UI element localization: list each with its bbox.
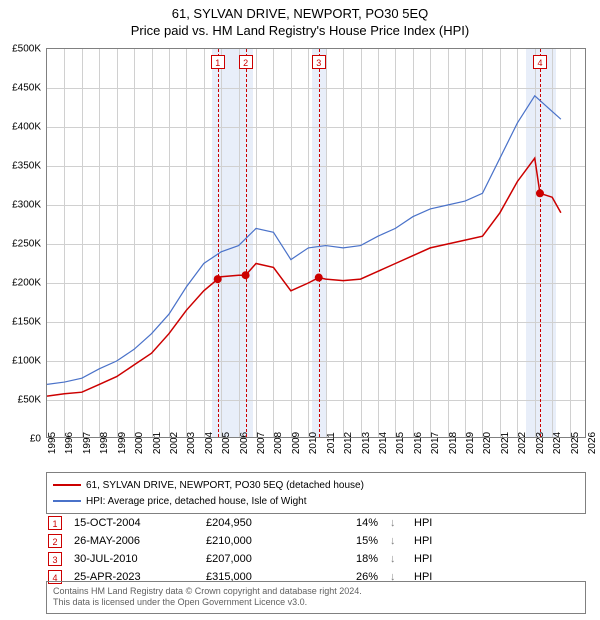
x-tick-label: 2010 bbox=[308, 432, 319, 454]
x-tick-label: 2002 bbox=[169, 432, 180, 454]
legend-swatch-red bbox=[53, 484, 81, 486]
event-marker-line bbox=[540, 49, 541, 437]
x-tick-label: 2008 bbox=[273, 432, 284, 454]
table-row: 2 26-MAY-2006 £210,000 15% ↓ HPI bbox=[46, 532, 586, 550]
y-tick-label: £300K bbox=[12, 200, 41, 211]
title-subtitle: Price paid vs. HM Land Registry's House … bbox=[0, 23, 600, 38]
x-tick-label: 2005 bbox=[221, 432, 232, 454]
legend: 61, SYLVAN DRIVE, NEWPORT, PO30 5EQ (det… bbox=[46, 472, 586, 514]
x-tick-label: 1995 bbox=[47, 432, 58, 454]
legend-label-2: HPI: Average price, detached house, Isle… bbox=[86, 496, 307, 507]
row-hpi-label: HPI bbox=[414, 535, 586, 547]
row-marker-number: 1 bbox=[48, 516, 62, 530]
hpi-line bbox=[47, 96, 561, 385]
legend-series-2: HPI: Average price, detached house, Isle… bbox=[53, 493, 579, 509]
price-events-table: 1 15-OCT-2004 £204,950 14% ↓ HPI 2 26-MAY-2006 £… bbox=[46, 514, 586, 586]
row-marker-number: 2 bbox=[48, 534, 62, 548]
row-hpi-label: HPI bbox=[414, 553, 586, 565]
row-pct: 15% bbox=[318, 535, 378, 547]
x-tick-label: 2009 bbox=[291, 432, 302, 454]
y-tick-label: £400K bbox=[12, 122, 41, 133]
x-tick-label: 1996 bbox=[64, 432, 75, 454]
x-tick-label: 2011 bbox=[326, 432, 337, 454]
row-pct: 14% bbox=[318, 517, 378, 529]
row-date: 15-OCT-2004 bbox=[74, 517, 194, 529]
x-tick-label: 2019 bbox=[465, 432, 476, 454]
x-tick-label: 1998 bbox=[99, 432, 110, 454]
x-tick-label: 2000 bbox=[134, 432, 145, 454]
y-tick-label: £100K bbox=[12, 356, 41, 367]
x-tick-label: 2004 bbox=[204, 432, 215, 454]
y-tick-label: £150K bbox=[12, 317, 41, 328]
down-arrow-icon: ↓ bbox=[390, 535, 402, 547]
x-tick-label: 2006 bbox=[239, 432, 250, 454]
event-marker-line bbox=[218, 49, 219, 437]
x-tick-label: 1999 bbox=[117, 432, 128, 454]
x-tick-label: 2025 bbox=[570, 432, 581, 454]
legend-swatch-blue bbox=[53, 500, 81, 502]
x-tick-label: 2021 bbox=[500, 432, 511, 454]
event-marker-line bbox=[246, 49, 247, 437]
row-marker-number: 3 bbox=[48, 552, 62, 566]
x-tick-label: 2022 bbox=[517, 432, 528, 454]
x-tick-label: 2007 bbox=[256, 432, 267, 454]
row-price: £210,000 bbox=[206, 535, 306, 547]
plot-area: £0£50K£100K£150K£200K£250K£300K£350K£400… bbox=[46, 48, 586, 438]
table-row: 1 15-OCT-2004 £204,950 14% ↓ HPI bbox=[46, 514, 586, 532]
x-tick-label: 1997 bbox=[82, 432, 93, 454]
x-tick-label: 2015 bbox=[395, 432, 406, 454]
event-marker-line bbox=[319, 49, 320, 437]
x-tick-label: 2024 bbox=[552, 432, 563, 454]
y-tick-label: £0 bbox=[30, 434, 41, 445]
down-arrow-icon: ↓ bbox=[390, 553, 402, 565]
footnote-line-2: This data is licensed under the Open Gov… bbox=[53, 597, 579, 609]
row-date: 30-JUL-2010 bbox=[74, 553, 194, 565]
y-tick-label: £350K bbox=[12, 161, 41, 172]
x-tick-label: 2014 bbox=[378, 432, 389, 454]
event-marker-number: 1 bbox=[211, 55, 225, 69]
y-tick-label: £50K bbox=[18, 395, 41, 406]
x-tick-label: 2013 bbox=[361, 432, 372, 454]
event-marker-number: 2 bbox=[239, 55, 253, 69]
legend-series-1: 61, SYLVAN DRIVE, NEWPORT, PO30 5EQ (det… bbox=[53, 477, 579, 493]
chart-area: £0£50K£100K£150K£200K£250K£300K£350K£400… bbox=[46, 48, 586, 438]
x-tick-label: 2017 bbox=[430, 432, 441, 454]
x-tick-label: 2018 bbox=[448, 432, 459, 454]
x-tick-label: 2026 bbox=[587, 432, 598, 454]
y-tick-label: £500K bbox=[12, 44, 41, 55]
legend-label-1: 61, SYLVAN DRIVE, NEWPORT, PO30 5EQ (det… bbox=[86, 480, 364, 491]
title-address: 61, SYLVAN DRIVE, NEWPORT, PO30 5EQ bbox=[0, 6, 600, 21]
event-marker-number: 4 bbox=[533, 55, 547, 69]
x-tick-label: 2012 bbox=[343, 432, 354, 454]
y-tick-label: £250K bbox=[12, 239, 41, 250]
x-tick-label: 2016 bbox=[413, 432, 424, 454]
row-hpi-label: HPI bbox=[414, 517, 586, 529]
row-pct: 18% bbox=[318, 553, 378, 565]
row-price: £204,950 bbox=[206, 517, 306, 529]
x-tick-label: 2001 bbox=[152, 432, 163, 454]
x-tick-label: 2020 bbox=[482, 432, 493, 454]
row-date: 26-MAY-2006 bbox=[74, 535, 194, 547]
down-arrow-icon: ↓ bbox=[390, 517, 402, 529]
y-tick-label: £450K bbox=[12, 83, 41, 94]
event-marker-number: 3 bbox=[312, 55, 326, 69]
table-row: 3 30-JUL-2010 £207,000 18% ↓ HPI bbox=[46, 550, 586, 568]
y-tick-label: £200K bbox=[12, 278, 41, 289]
row-price: £207,000 bbox=[206, 553, 306, 565]
footnote: Contains HM Land Registry data © Crown c… bbox=[46, 581, 586, 614]
x-tick-label: 2003 bbox=[186, 432, 197, 454]
footnote-line-1: Contains HM Land Registry data © Crown c… bbox=[53, 586, 579, 598]
